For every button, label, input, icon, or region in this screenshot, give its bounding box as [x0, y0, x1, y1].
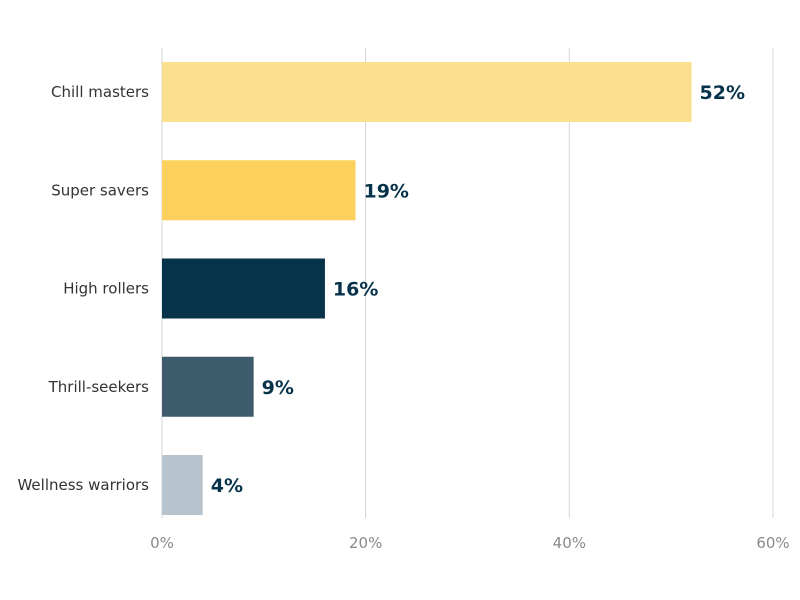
data-label: 19%: [363, 180, 408, 202]
x-tick-label: 20%: [349, 534, 382, 552]
category-label: Chill masters: [51, 83, 149, 101]
category-label: Thrill-seekers: [48, 378, 150, 396]
x-tick-label: 60%: [756, 534, 789, 552]
x-axis-ticks: 0% 20% 40% 60%: [150, 534, 790, 552]
x-tick-label: 0%: [150, 534, 174, 552]
bars: [162, 62, 692, 515]
bar: [162, 62, 692, 122]
bar: [162, 455, 203, 515]
data-label: 52%: [700, 82, 745, 104]
x-tick-label: 40%: [553, 534, 586, 552]
data-label: 9%: [262, 377, 294, 399]
data-label: 4%: [211, 475, 243, 497]
category-label: Super savers: [51, 181, 149, 199]
category-label: High rollers: [63, 280, 149, 298]
labels: Chill masters 52% Super savers 19% High roll…: [17, 82, 745, 497]
bar: [162, 356, 254, 417]
category-label: Wellness warriors: [17, 476, 149, 494]
bar: [162, 258, 325, 319]
bar: [162, 160, 356, 221]
data-label: 16%: [333, 279, 378, 301]
